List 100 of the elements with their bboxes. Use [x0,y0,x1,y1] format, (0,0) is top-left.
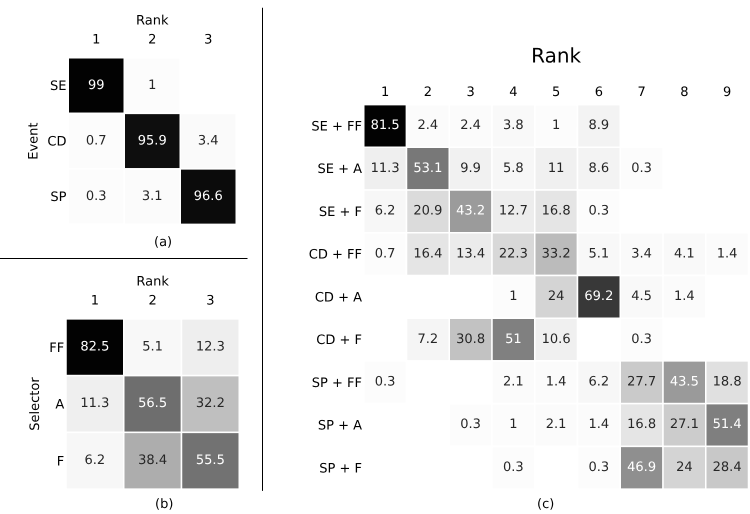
y-tick-label: SP + A [318,418,362,434]
data-label: 6.2 [588,374,610,390]
data-label: 12.3 [196,340,225,355]
text: (a) [154,235,172,250]
data-label: 5.1 [142,340,163,355]
data-label: 11 [548,160,564,176]
data-label: 33.2 [542,246,571,262]
y-tick-label: F [56,454,64,470]
y-tick-label: SE + FF [311,119,362,134]
data-label: 11.3 [80,396,110,412]
x-tick-label: 2 [148,32,156,48]
data-label: 82.5 [80,340,110,355]
x-tick-label: 1 [90,294,100,309]
data-label: 18.8 [712,374,742,390]
x-tick-label: 3 [206,294,215,309]
data-label: 0.3 [588,204,610,219]
y-tick-label: SE [50,79,66,94]
data-label: 81.5 [370,118,400,134]
data-label: 8.6 [588,160,610,176]
data-label: 43.2 [456,204,486,219]
data-label: 3.4 [198,133,219,148]
data-label: 46.9 [627,460,656,475]
data-label: 16.4 [413,246,442,262]
y-tick-label: CD + FF [308,248,362,263]
data-label: 13.4 [456,246,486,262]
y-tick-label: SE + F [318,204,362,220]
data-label: 99 [88,78,105,93]
data-label: 9.9 [460,160,481,176]
data-label: 0.3 [460,417,481,432]
data-label: 1 [509,417,518,432]
data-label: 7.2 [418,332,438,347]
x-tick-label: 6 [594,85,604,100]
text: (c) [537,497,554,512]
x-tick-label: 4 [509,85,518,100]
data-label: 4.1 [674,246,695,262]
data-label: 51.4 [712,417,742,432]
text: (b) [155,497,174,512]
x-tick-label: 1 [92,32,100,48]
x-tick-label: 5 [552,85,560,100]
data-label: 10.6 [542,332,571,347]
y-axis-title: Selector [28,376,44,431]
data-label: 55.5 [196,452,225,468]
x-tick-label: 2 [424,85,432,100]
data-label: 0.3 [86,188,107,204]
data-label: 1 [552,118,560,134]
data-label: 43.5 [670,374,699,390]
y-tick-label: CD + A [314,290,362,306]
y-tick-label: SP + F [319,461,362,476]
data-label: 5.8 [503,160,524,176]
data-label: 38.4 [138,452,168,468]
data-label: 5.1 [588,246,610,262]
x-axis-title: Rank [136,13,169,28]
x-tick-label: 3 [466,85,475,100]
data-label: 32.2 [196,396,225,412]
data-label: 3.8 [503,118,524,134]
data-label: 53.1 [413,160,442,176]
data-label: 3.1 [142,188,163,204]
data-label: 20.9 [413,204,442,219]
y-tick-label: CD [47,134,66,150]
y-tick-label: A [55,398,64,413]
data-label: 0.7 [374,246,396,262]
data-label: 24 [548,289,564,304]
y-tick-label: SP + FF [312,376,362,391]
data-label: 0.3 [374,374,396,390]
data-label: 11.3 [370,160,400,176]
data-label: 16.8 [542,204,571,219]
y-tick-label: CD + F [316,333,362,348]
y-tick-label: FF [49,340,64,356]
data-label: 2.4 [418,118,438,134]
data-label: 69.2 [584,289,614,304]
data-label: 1.4 [716,246,738,262]
data-label: 3.4 [631,246,652,262]
x-tick-label: 3 [204,32,212,48]
y-tick-label: SP [50,190,67,206]
x-tick-label: 8 [680,85,689,100]
y-tick-label: SE + A [317,162,362,178]
data-label: 6.2 [84,452,106,468]
data-label: 8.9 [588,118,610,134]
x-tick-label: 1 [380,85,390,100]
data-label: 95.9 [138,133,167,148]
x-axis-title: Rank [531,44,582,68]
x-axis-title: Rank [136,274,170,290]
data-label: 12.7 [498,204,528,219]
data-label: 2.1 [503,374,524,390]
data-label: 16.8 [627,417,656,432]
x-tick-label: 9 [722,85,732,100]
data-label: 56.5 [138,396,168,412]
data-label: 2.1 [546,417,566,432]
data-label: 0.3 [631,332,652,347]
data-label: 27.1 [670,417,699,432]
x-tick-label: 7 [637,85,646,100]
x-tick-label: 2 [148,294,157,309]
data-label: 96.6 [194,188,223,204]
data-label: 22.3 [498,246,528,262]
data-label: 4.5 [631,289,652,304]
data-label: 27.7 [627,374,656,390]
data-label: 24 [676,460,693,475]
data-label: 0.3 [631,160,652,176]
data-label: 51 [505,332,522,347]
data-label: 0.3 [503,460,524,475]
